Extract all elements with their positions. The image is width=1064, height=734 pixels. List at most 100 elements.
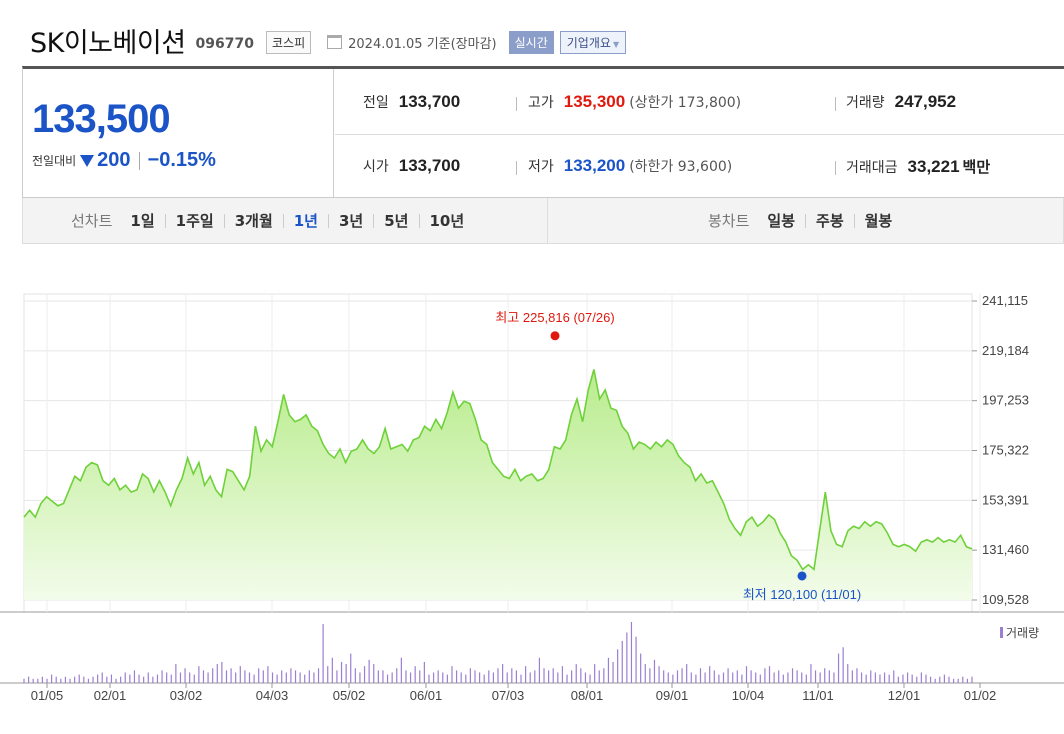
volume-bar bbox=[732, 672, 734, 683]
tab-10y[interactable]: 10년 bbox=[418, 213, 475, 228]
market-badge: 코스피 bbox=[266, 30, 312, 54]
volume-bar bbox=[212, 668, 214, 683]
volume-bar bbox=[304, 674, 306, 683]
volume-bar bbox=[336, 670, 338, 683]
tab-daily[interactable]: 일봉 bbox=[767, 211, 796, 230]
volume-bar bbox=[782, 674, 784, 683]
volume-bar bbox=[741, 674, 743, 683]
volume-bar bbox=[548, 670, 550, 683]
volume-bar bbox=[345, 664, 347, 683]
volume-bar bbox=[851, 670, 853, 683]
divider bbox=[138, 151, 140, 170]
volume-bar bbox=[317, 668, 320, 683]
volume-bar bbox=[207, 672, 209, 683]
company-overview-label: 기업개요 bbox=[566, 35, 611, 50]
volume-bar bbox=[810, 664, 812, 683]
volume-bar bbox=[538, 657, 541, 683]
tab-weekly[interactable]: 주봉 bbox=[805, 213, 854, 228]
tab-5y[interactable]: 5년 bbox=[373, 213, 418, 228]
tab-1d[interactable]: 1일 bbox=[130, 211, 155, 230]
volume-bar bbox=[525, 666, 527, 683]
tab-3m[interactable]: 3개월 bbox=[223, 213, 283, 228]
volume-bar bbox=[382, 670, 384, 683]
volume-bar bbox=[225, 670, 228, 683]
price-chart[interactable]: 241,115 219,184 197,253 175,322 153,391 131,4… bbox=[0, 250, 1064, 734]
volume-bar bbox=[580, 668, 582, 683]
volume-bar bbox=[271, 672, 274, 683]
volume-bar bbox=[888, 674, 890, 683]
volume-bar bbox=[667, 672, 669, 683]
volume-bar bbox=[474, 670, 476, 683]
volume-bar bbox=[106, 676, 108, 683]
low-annotation: 최저 120,100 (11/01) bbox=[743, 587, 861, 602]
divider bbox=[335, 134, 1064, 135]
change-value: 200 bbox=[97, 149, 131, 171]
volume-bar bbox=[814, 670, 817, 683]
volume-bar bbox=[359, 672, 361, 683]
volume-bar bbox=[405, 670, 407, 683]
tab-monthly[interactable]: 월봉 bbox=[853, 213, 903, 228]
volume-bar bbox=[594, 664, 596, 683]
volume-bar bbox=[833, 672, 835, 683]
prev-close-label: 전일 bbox=[363, 95, 389, 111]
volume-bar bbox=[166, 672, 168, 683]
open: 시가 133,700 bbox=[363, 156, 460, 176]
volume-bar bbox=[906, 672, 909, 683]
volume-bar bbox=[221, 661, 223, 683]
volume-bar bbox=[202, 670, 205, 683]
volume-bar bbox=[28, 676, 30, 683]
tab-3y[interactable]: 3년 bbox=[328, 213, 373, 228]
realtime-button[interactable]: 실시간 bbox=[508, 30, 554, 54]
tab-1y[interactable]: 1년 bbox=[282, 213, 328, 228]
volume-bar bbox=[396, 668, 398, 683]
chart-tabs: 선차트 1일 1주일 3개월 1년 3년 5년 10년 봉차트 일봉 주봉 월봉 bbox=[22, 198, 1064, 244]
volume-bar bbox=[143, 676, 145, 683]
volume-bar bbox=[699, 668, 702, 683]
volume-bar bbox=[437, 670, 439, 683]
volume-bar bbox=[97, 674, 99, 683]
price-box: 133,500 전일대비 200 −0.15% bbox=[23, 69, 334, 198]
volume-bar bbox=[727, 668, 729, 683]
x-tick-label: 12/01 bbox=[888, 688, 921, 703]
volume-bar bbox=[635, 636, 637, 683]
lower-limit: (하한가 93,600) bbox=[629, 159, 733, 175]
volume-bar bbox=[92, 676, 94, 683]
volume-bar bbox=[184, 668, 186, 683]
high-annotation: 최고 225,816 (07/26) bbox=[495, 310, 614, 325]
volume-bar bbox=[916, 676, 918, 683]
tab-1w[interactable]: 1주일 bbox=[164, 213, 224, 228]
volume-bar bbox=[644, 664, 646, 683]
volume-bar bbox=[308, 670, 310, 683]
as-of-text: 2024.01.05 기준(장마감) bbox=[348, 36, 497, 52]
volume-bar bbox=[23, 678, 25, 683]
volume-bar bbox=[248, 672, 251, 683]
stock-code: 096770 bbox=[195, 36, 254, 52]
volume-bar bbox=[575, 664, 577, 683]
turnover: 거래대금 33,221 백만 bbox=[846, 156, 990, 177]
volume-bar bbox=[893, 670, 895, 683]
change-rate: −0.15% bbox=[147, 149, 216, 171]
volume-bar bbox=[626, 632, 628, 683]
volume-bar bbox=[193, 674, 195, 683]
volume-bar bbox=[198, 666, 200, 683]
volume-legend-swatch bbox=[1000, 627, 1003, 638]
volume-bar bbox=[768, 666, 771, 683]
volume-bar bbox=[78, 674, 80, 683]
volume-bar bbox=[709, 666, 711, 683]
volume-bar bbox=[828, 670, 830, 683]
volume-bar bbox=[506, 672, 508, 683]
volume-bar bbox=[750, 670, 752, 683]
y-tick-label: 109,528 bbox=[982, 592, 1029, 607]
volume-bar bbox=[138, 674, 140, 683]
volume-bar bbox=[902, 674, 904, 683]
volume-bar bbox=[649, 668, 651, 683]
volume-bar bbox=[630, 622, 633, 683]
x-tick-label: 03/02 bbox=[170, 688, 203, 703]
volume-bar bbox=[962, 676, 964, 683]
company-overview-dropdown[interactable]: 기업개요 ▼ bbox=[559, 30, 627, 54]
volume-bar bbox=[483, 674, 485, 683]
volume-bar bbox=[718, 674, 720, 683]
volume-bar bbox=[152, 676, 154, 683]
volume-bar bbox=[584, 672, 587, 683]
volume-bar bbox=[520, 674, 522, 683]
